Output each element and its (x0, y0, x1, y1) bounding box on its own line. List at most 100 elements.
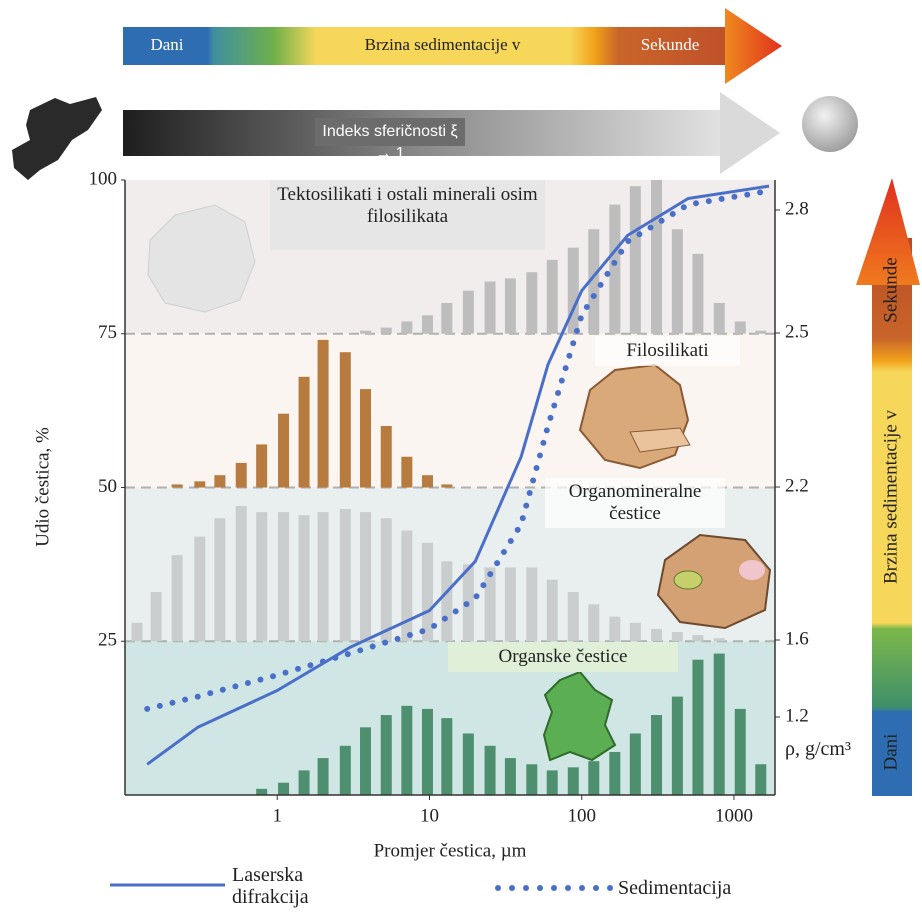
histogram-bar (755, 764, 767, 795)
histogram-bar (401, 705, 413, 795)
histogram-bar (651, 180, 663, 334)
histogram-bar (692, 659, 704, 795)
histogram-bar (171, 555, 183, 642)
side-arrow-body (872, 238, 912, 796)
histogram-bar (317, 758, 329, 795)
histogram-bar (339, 509, 351, 642)
mineral-icon (147, 204, 256, 313)
histogram-bar (567, 247, 579, 334)
histogram-bar (278, 413, 290, 488)
histogram-bar (609, 204, 621, 334)
histogram-bar (734, 321, 746, 334)
histogram-bar (235, 462, 247, 488)
histogram-bar (546, 770, 558, 795)
sphericity-label: Indeks sferičnosti ξ → 1 (322, 123, 458, 162)
histogram-bar (360, 389, 372, 488)
histogram-bar (692, 635, 704, 642)
legend-label: Sedimentacija (618, 877, 732, 899)
histogram-bar (194, 481, 206, 488)
histogram-bar (671, 696, 683, 795)
histogram-bar (734, 708, 746, 795)
x-axis-label: Promjer čestica, µm (374, 840, 527, 861)
histogram-bar (401, 530, 413, 642)
histogram-bar (339, 745, 351, 795)
side-speed-label: Sekunde (880, 257, 901, 322)
histogram-bar (194, 536, 206, 642)
histogram-bar (441, 718, 453, 795)
histogram-bar (256, 444, 268, 488)
sphericity-label-box (315, 118, 465, 146)
y2-tick-label: 2.5 (785, 321, 809, 342)
organic-icon (542, 670, 617, 762)
histogram-bar (526, 764, 538, 795)
histogram-bar (401, 321, 413, 334)
histogram-bar (298, 770, 310, 795)
histogram-bar (504, 278, 516, 334)
histogram-bar (298, 515, 310, 642)
histogram-bar (421, 708, 433, 795)
histogram-bar (713, 653, 725, 795)
histogram-bar (526, 272, 538, 334)
spherical-particle-icon (802, 96, 858, 152)
organomineral-icon-organic (673, 570, 703, 590)
histogram-bar (713, 638, 725, 642)
histogram-bar (278, 512, 290, 642)
y-tick-label: 50 (98, 476, 117, 497)
y2-tick-label: 2.2 (785, 475, 809, 496)
histogram-bar (131, 622, 143, 642)
y-tick-label: 100 (89, 168, 118, 189)
histogram-bar (441, 561, 453, 642)
histogram-bar (629, 186, 641, 334)
histogram-bar (401, 456, 413, 488)
histogram-bar (441, 484, 453, 488)
histogram-bar (380, 426, 392, 488)
y-axis-label: Udio čestica, % (32, 427, 53, 547)
histogram-bar (421, 315, 433, 334)
histogram-bar (651, 715, 663, 795)
histogram-bar (214, 518, 226, 642)
speed-label: Dani (150, 35, 184, 54)
x-tick-label: 100 (567, 805, 596, 826)
histogram-bar (317, 339, 329, 488)
histogram-bar (256, 788, 268, 795)
histogram-bar (441, 303, 453, 334)
side-speed-label: Dani (880, 734, 901, 771)
histogram-bar (421, 475, 433, 488)
line-series (144, 189, 764, 712)
y2-tick-label: 1.6 (785, 628, 809, 649)
histogram-bar (317, 512, 329, 642)
histogram-bar (360, 330, 372, 334)
histogram-bar (150, 592, 162, 642)
histogram-bar (609, 616, 621, 642)
sphericity-arrow-head (720, 92, 780, 174)
histogram-bar (278, 782, 290, 795)
legend-label: Laserska difrakcija (232, 864, 309, 908)
line-series (146, 184, 770, 766)
histogram-bar (462, 733, 474, 795)
band-label: Filosilikati (595, 336, 740, 366)
side-speed-label: Brzina sedimentacije v (880, 409, 901, 584)
speed-label: Brzina sedimentacije v (364, 35, 521, 54)
organomineral-icon (656, 533, 772, 630)
x-tick-label: 1 (272, 805, 282, 826)
y2-tick-label: 1.2 (785, 705, 809, 726)
histogram-bar (380, 327, 392, 334)
histogram-bar (298, 376, 310, 488)
speed-arrow-body (123, 27, 727, 65)
histogram-bar (256, 512, 268, 642)
histogram-bar (380, 715, 392, 795)
histogram-bar (567, 767, 579, 795)
x-tick-label: 1000 (715, 805, 753, 826)
histogram-bar (671, 632, 683, 642)
histogram-bar (567, 592, 579, 642)
histogram-bar (421, 542, 433, 642)
histogram-bar (588, 229, 600, 334)
histogram-bar (546, 259, 558, 334)
histogram-bar (360, 512, 372, 642)
side-arrow-head (856, 178, 920, 285)
histogram-bar (214, 475, 226, 488)
y-tick-label: 25 (98, 630, 117, 651)
histogram-bar (629, 622, 641, 642)
band-label: Organomineralne čestice (545, 478, 725, 528)
